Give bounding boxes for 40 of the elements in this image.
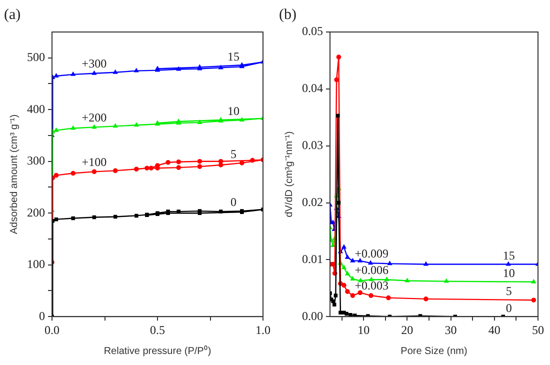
series-label: 0 — [230, 195, 236, 210]
chart-title: (a) — [4, 6, 21, 23]
series-label: 15 — [502, 248, 515, 262]
y-tick-label: 0.03 — [302, 138, 323, 152]
x-tick-label: 50 — [532, 322, 544, 337]
series-label: 15 — [227, 49, 240, 64]
series-label: 5 — [230, 147, 236, 162]
x-axis-title: Pore Size (nm) — [400, 346, 468, 357]
y-tick-label: 0.04 — [302, 81, 323, 96]
y-tick-label: 400 — [27, 102, 45, 116]
y-tick-label: 200 — [27, 205, 45, 220]
x-tick-label: 10 — [358, 322, 370, 337]
y-tick-label: 0.01 — [302, 252, 323, 266]
x-tick-label: 30 — [444, 322, 457, 337]
y-tick-label: 0.02 — [302, 194, 323, 209]
y-tick-label: 300 — [27, 154, 45, 168]
y-tick-label: 100 — [27, 257, 45, 272]
x-tick-label: 20 — [401, 322, 414, 337]
series-label: 0 — [506, 300, 512, 315]
chart-title: (b) — [279, 6, 296, 23]
y-tick-label: 0.05 — [302, 24, 323, 38]
series-label: 5 — [506, 284, 512, 298]
annotation: +100 — [82, 154, 107, 169]
y-axis-title: dV/dD (cm³g⁻¹nm⁻¹) — [284, 131, 295, 218]
annotation: +200 — [82, 110, 107, 124]
x-tick-label: 0.0 — [44, 322, 60, 337]
series-label: 10 — [502, 266, 515, 280]
annotation: +0.006 — [354, 262, 388, 277]
series-label: 10 — [227, 104, 240, 118]
y-tick-label: 0.00 — [302, 308, 323, 323]
annotation: +0.003 — [354, 278, 388, 293]
y-tick-label: 500 — [27, 50, 45, 64]
annotation: +0.009 — [354, 246, 388, 260]
y-axis-title: Adsorbed amount (cm³ g⁻¹) — [8, 114, 20, 234]
y-tick-label: 0 — [39, 308, 45, 323]
x-tick-label: 1.0 — [256, 322, 270, 337]
x-tick-label: 0.5 — [150, 322, 165, 337]
annotation: +300 — [82, 56, 107, 71]
x-tick-label: 40 — [488, 322, 500, 337]
x-axis-title: Relative pressure (P/P⁰) — [104, 344, 212, 357]
